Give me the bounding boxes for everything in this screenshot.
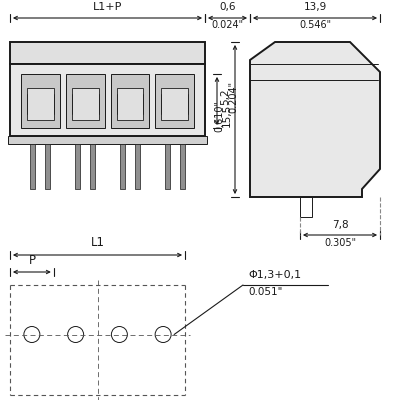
Text: 0.051": 0.051": [248, 287, 282, 297]
Bar: [155, 74, 194, 128]
Bar: [120, 144, 125, 189]
Bar: [111, 74, 149, 128]
Bar: [72, 88, 98, 120]
Text: 13,9: 13,9: [303, 2, 327, 12]
Bar: [161, 88, 188, 120]
Bar: [10, 42, 205, 64]
Text: L1+P: L1+P: [93, 2, 122, 12]
Text: 0.610": 0.610": [214, 100, 224, 132]
Bar: [30, 144, 36, 189]
Bar: [180, 144, 184, 189]
Bar: [135, 144, 140, 189]
Bar: [66, 74, 105, 128]
Text: 0.204": 0.204": [228, 81, 238, 113]
Text: 7,8: 7,8: [332, 220, 348, 230]
Text: 5,2: 5,2: [220, 89, 230, 105]
Text: L1: L1: [90, 236, 105, 249]
Bar: [75, 144, 80, 189]
Bar: [300, 197, 312, 217]
Polygon shape: [250, 42, 380, 197]
Text: 0,6: 0,6: [219, 2, 236, 12]
Text: 0.305": 0.305": [324, 238, 356, 248]
Text: 0.024": 0.024": [211, 20, 244, 30]
Bar: [45, 144, 51, 189]
Bar: [21, 74, 60, 128]
Text: Φ1,3+0,1: Φ1,3+0,1: [248, 270, 301, 280]
Text: P: P: [28, 254, 36, 267]
Bar: [90, 144, 95, 189]
Bar: [165, 144, 169, 189]
Bar: [117, 88, 143, 120]
Text: 0.546": 0.546": [299, 20, 331, 30]
Text: 15,5: 15,5: [222, 104, 232, 127]
Bar: [8, 136, 207, 144]
Bar: [27, 88, 54, 120]
Bar: [10, 64, 205, 136]
